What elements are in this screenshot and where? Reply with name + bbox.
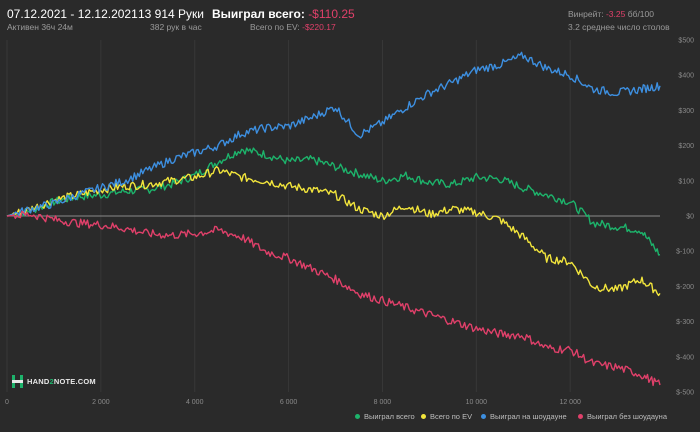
series-won-total-line: [6, 147, 661, 256]
x-tick-label: 6 000: [280, 399, 298, 406]
ev-total: Всего по EV: -$220.17: [250, 22, 336, 32]
x-tick-label: 12 000: [559, 399, 581, 406]
ev-total-label: Всего по EV:: [250, 22, 300, 32]
legend-won-total[interactable]: Выиграл всего: [355, 412, 415, 421]
won-total-value: -$110.25: [308, 7, 355, 21]
x-tick-label: 4 000: [186, 399, 204, 406]
x-tick-label: 0: [5, 399, 9, 406]
legend-ev-dot: [421, 414, 426, 419]
legend-showdown-label: Выиграл на шоудауне: [490, 412, 567, 421]
legend-won-total-label: Выиграл всего: [364, 412, 415, 421]
y-tick-label: $400: [678, 73, 694, 80]
won-total-label: Выиграл всего:: [212, 7, 305, 21]
hands-per-hour: 382 рук в час: [150, 22, 202, 32]
y-tick-label: $200: [678, 143, 694, 150]
y-tick-label: $-100: [676, 249, 694, 256]
legend-non-showdown[interactable]: Выиграл без шоудауна: [578, 412, 667, 421]
x-tick-label: 2 000: [92, 399, 110, 406]
y-tick-label: $100: [678, 178, 694, 185]
hands-count: 13 914 Руки: [138, 7, 204, 21]
y-tick-label: $300: [678, 108, 694, 115]
logo-text-right: NOTE.COM: [53, 377, 96, 386]
active-time: Активен 36ч 24м: [7, 22, 73, 32]
winrate-unit: бб/100: [627, 9, 654, 19]
y-tick-label: $500: [678, 38, 694, 45]
legend-non-showdown-dot: [578, 414, 583, 419]
winrate-label: Винрейт:: [568, 9, 604, 19]
x-tick-label: 10 000: [466, 399, 488, 406]
winrate-value: -3.25: [605, 9, 626, 19]
y-tick-label: $-500: [676, 390, 694, 397]
hand2note-logo-text: HAND2NOTE.COM: [27, 377, 96, 386]
date-range[interactable]: 07.12.2021 - 12.12.2021: [7, 7, 138, 21]
winrate: Винрейт: -3.25 бб/100: [568, 9, 654, 19]
ev-total-value: -$220.17: [302, 22, 336, 32]
legend-ev-label: Всего по EV: [430, 412, 473, 421]
legend-showdown[interactable]: Выиграл на шоудауне: [481, 412, 567, 421]
logo-text-left: HAND: [27, 377, 50, 386]
y-tick-label: $-300: [676, 319, 694, 326]
y-tick-label: $-400: [676, 354, 694, 361]
won-total: Выиграл всего: -$110.25: [212, 7, 355, 21]
series-ev-line: [6, 166, 661, 297]
hand2note-logo: HAND2NOTE.COM: [12, 375, 96, 388]
y-tick-label: $-200: [676, 284, 694, 291]
series-non-showdown-line: [6, 210, 661, 387]
y-tick-label: $0: [686, 214, 694, 221]
hand2note-logo-icon: [12, 375, 23, 388]
legend-ev[interactable]: Всего по EV: [421, 412, 472, 421]
legend-won-total-dot: [355, 414, 360, 419]
series-showdown-line: [6, 51, 661, 217]
avg-tables: 3.2 среднее число столов: [568, 22, 670, 32]
x-tick-label: 8 000: [374, 399, 392, 406]
legend-non-showdown-label: Выиграл без шоудауна: [587, 412, 667, 421]
logo-text-mid: 2: [49, 377, 54, 386]
legend-showdown-dot: [481, 414, 486, 419]
